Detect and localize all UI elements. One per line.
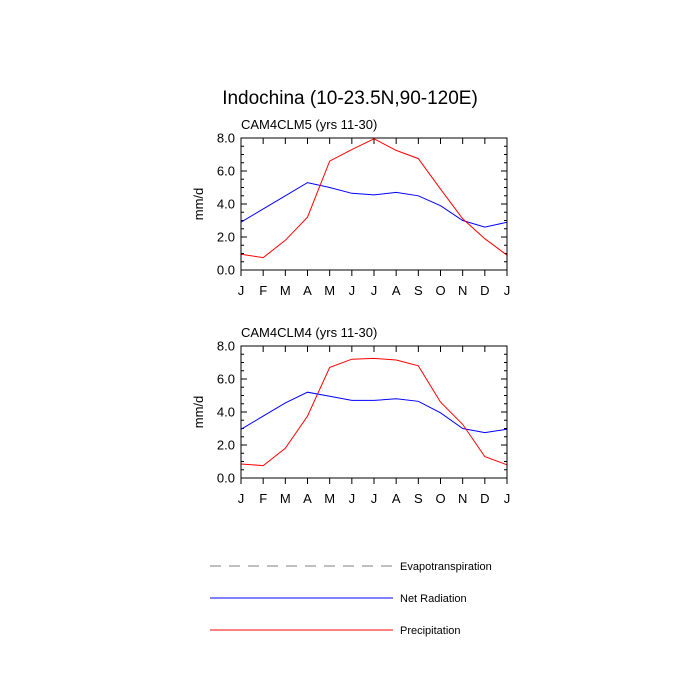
- chart-panel-1: CAM4CLM5 (yrs 11-30) mm/d 0.0 2.0 4.0 6.0 8.0 J…: [191, 117, 510, 298]
- x-tick-label: O: [435, 491, 445, 506]
- x-tick-label: J: [504, 283, 511, 298]
- y-axis-label: mm/d: [191, 396, 206, 429]
- x-tick-label: A: [392, 491, 401, 506]
- precipitation-line: [240, 138, 508, 259]
- plot-frame: [240, 137, 508, 271]
- x-tick-label: M: [280, 283, 291, 298]
- x-tick-label: F: [259, 491, 267, 506]
- x-tick-label: J: [371, 283, 378, 298]
- net-radiation-line: [240, 182, 508, 228]
- precipitation-line: [240, 357, 508, 467]
- x-tick-label: O: [435, 283, 445, 298]
- x-tick-label: A: [303, 283, 312, 298]
- x-tick-label: D: [480, 491, 489, 506]
- y-tick-label: 0.0: [217, 471, 235, 486]
- legend-label-precipitation: Precipitation: [400, 625, 461, 637]
- x-tick-label: S: [414, 283, 423, 298]
- y-axis-label: mm/d: [191, 188, 206, 221]
- x-tick-label: J: [504, 491, 511, 506]
- x-tick-label: A: [392, 283, 401, 298]
- x-tick-label: J: [349, 491, 356, 506]
- x-tick-label: M: [280, 491, 291, 506]
- x-tick-label: J: [371, 491, 378, 506]
- y-tick-label: 6.0: [217, 164, 235, 179]
- x-tick-label: M: [324, 491, 335, 506]
- x-tick-label: D: [480, 283, 489, 298]
- x-tick-label: N: [458, 283, 467, 298]
- y-tick-label: 0.0: [217, 263, 235, 278]
- legend: Evapotranspiration Net Radiation Precipita…: [210, 561, 492, 637]
- x-tick-label: J: [349, 283, 356, 298]
- panel-title: CAM4CLM5 (yrs 11-30): [241, 117, 377, 132]
- y-tick-label: 8.0: [217, 339, 235, 354]
- y-tick-label: 2.0: [217, 438, 235, 453]
- y-tick-label: 4.0: [217, 405, 235, 420]
- legend-label-evapotranspiration: Evapotranspiration: [400, 561, 492, 573]
- chart-panel-2: CAM4CLM4 (yrs 11-30) mm/d 0.0 2.0 4.0 6.0 8.0 J…: [191, 325, 510, 506]
- main-title: Indochina (10-23.5N,90-120E): [222, 88, 478, 109]
- panel-title: CAM4CLM4 (yrs 11-30): [241, 325, 377, 340]
- y-tick-label: 8.0: [217, 131, 235, 146]
- x-tick-label: J: [238, 491, 245, 506]
- x-tick-label: J: [238, 283, 245, 298]
- net-radiation-line: [240, 391, 508, 434]
- y-tick-label: 2.0: [217, 230, 235, 245]
- x-tick-label: N: [458, 491, 467, 506]
- x-tick-label: F: [259, 283, 267, 298]
- legend-label-net-radiation: Net Radiation: [400, 593, 467, 605]
- y-tick-label: 6.0: [217, 372, 235, 387]
- x-tick-label: A: [303, 491, 312, 506]
- y-tick-label: 4.0: [217, 197, 235, 212]
- x-tick-label: S: [414, 491, 423, 506]
- x-tick-label: M: [324, 283, 335, 298]
- plot-frame: [240, 345, 508, 479]
